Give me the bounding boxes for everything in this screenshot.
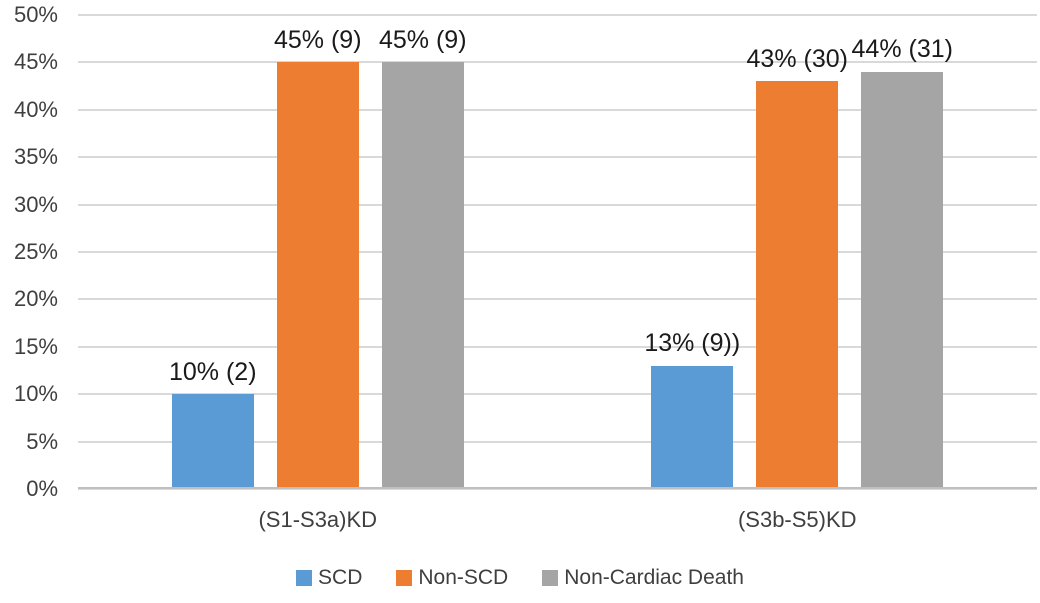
x-axis-line [78,487,1037,489]
category-label: (S3b-S5)KD [737,507,857,532]
legend-label: SCD [318,566,363,589]
bars-row: 10% (2) 45% (9) 45% (9) 13% (9)) 43% (30) 44%… [78,15,1037,489]
legend: SCD Non-SCD Non-Cardiac Death [0,566,1040,590]
legend-label: Non-Cardiac Death [564,566,744,589]
bar-data-label: 13% (9)) [644,329,741,358]
bar-data-label: 44% (31) [851,35,953,64]
y-tick-label: 20% [13,286,58,312]
category-group: 13% (9)) 43% (30) 44% (31) [558,15,1038,489]
bar-non-cardiac-death: 44% (31) [852,36,953,489]
y-tick-label: 40% [13,96,58,122]
bar-data-label: 45% (9) [378,25,467,54]
bar-scd: 10% (2) [169,358,257,489]
bar-non-cardiac-death: 45% (9) [379,26,467,489]
y-axis: 0% 5% 10% 15% 20% 25% 30% 35% 40% 45% 50% [0,4,78,500]
bar-data-label: 45% (9) [273,25,362,54]
y-tick-label: 0% [26,476,58,501]
plot-wrap: 10% (2) 45% (9) 45% (9) 13% (9)) 43% (30) 44%… [78,14,1037,541]
bar-data-label: 43% (30) [746,44,848,73]
gridline [78,251,1037,253]
bar-non-scd: 45% (9) [274,26,362,489]
chart-body: 0% 5% 10% 15% 20% 25% 30% 35% 40% 45% 50% 10% (2) 4… [0,4,1037,541]
legend-item-non-scd: Non-SCD [396,566,508,590]
gridline [78,298,1037,301]
category-group: 10% (2) 45% (9) 45% (9) [78,15,558,489]
y-tick-label: 45% [13,49,58,75]
gridline [78,440,1037,443]
y-tick-label: 25% [13,239,58,264]
gridline [78,203,1037,206]
y-tick-label: 50% [13,2,58,27]
category-label: (S1-S3a)KD [258,507,378,532]
y-tick-label: 35% [13,144,58,170]
bar-non-scd: 43% (30) [747,45,848,489]
legend-swatch [296,570,313,586]
gridline [78,14,1037,16]
plot-area: 10% (2) 45% (9) 45% (9) 13% (9)) 43% (30) 44%… [78,14,1037,490]
gridline [78,345,1037,348]
bar-data-label: 10% (2) [168,357,257,386]
gridline [78,393,1037,396]
legend-label: Non-SCD [418,566,509,589]
gridline [78,488,1037,490]
legend-item-scd: SCD [296,566,362,590]
gridline [78,61,1037,64]
gridline [78,156,1037,159]
y-tick-label: 30% [13,191,58,217]
x-axis: (S1-S3a)KD (S3b-S5)KD [78,489,1037,541]
legend-swatch [542,570,559,586]
bar-scd: 13% (9)) [644,330,740,489]
y-tick-label: 5% [26,428,58,454]
legend-item-non-cardiac-death: Non-Cardiac Death [542,566,744,590]
y-tick-label: 15% [13,333,58,359]
legend-swatch [396,570,413,586]
y-tick-label: 10% [13,381,58,407]
gridline [78,108,1037,111]
